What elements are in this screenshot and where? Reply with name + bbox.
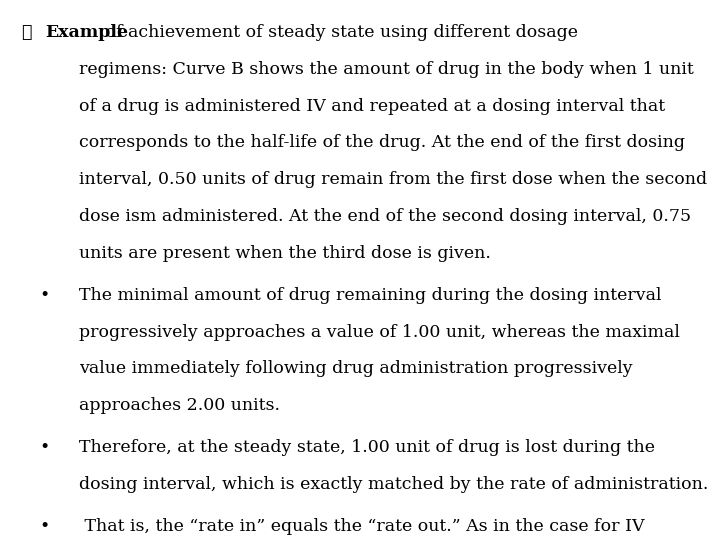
Text: dosing interval, which is exactly matched by the rate of administration.: dosing interval, which is exactly matche… (79, 476, 708, 493)
Text: That is, the “rate in” equals the “rate out.” As in the case for IV: That is, the “rate in” equals the “rate … (79, 518, 644, 535)
Text: progressively approaches a value of 1.00 unit, whereas the maximal: progressively approaches a value of 1.00… (79, 323, 680, 341)
Text: Therefore, at the steady state, 1.00 unit of drug is lost during the: Therefore, at the steady state, 1.00 uni… (79, 439, 655, 456)
Text: of achievement of steady state using different dosage: of achievement of steady state using dif… (100, 24, 578, 41)
Text: interval, 0.50 units of drug remain from the first dose when the second: interval, 0.50 units of drug remain from… (79, 171, 707, 188)
Text: regimens: Curve B shows the amount of drug in the body when 1 unit: regimens: Curve B shows the amount of dr… (79, 61, 694, 78)
Text: •: • (40, 518, 50, 535)
Text: value immediately following drug administration progressively: value immediately following drug adminis… (79, 360, 633, 377)
Text: ❖: ❖ (22, 24, 32, 41)
Text: •: • (40, 439, 50, 456)
Text: units are present when the third dose is given.: units are present when the third dose is… (79, 245, 491, 261)
Text: The minimal amount of drug remaining during the dosing interval: The minimal amount of drug remaining dur… (79, 287, 662, 304)
Text: corresponds to the half-life of the drug. At the end of the first dosing: corresponds to the half-life of the drug… (79, 134, 685, 151)
Text: Example: Example (45, 24, 128, 41)
Text: of a drug is administered IV and repeated at a dosing interval that: of a drug is administered IV and repeate… (79, 98, 665, 114)
Text: dose ism administered. At the end of the second dosing interval, 0.75: dose ism administered. At the end of the… (79, 208, 691, 225)
Text: •: • (40, 287, 50, 304)
Text: approaches 2.00 units.: approaches 2.00 units. (79, 397, 280, 414)
